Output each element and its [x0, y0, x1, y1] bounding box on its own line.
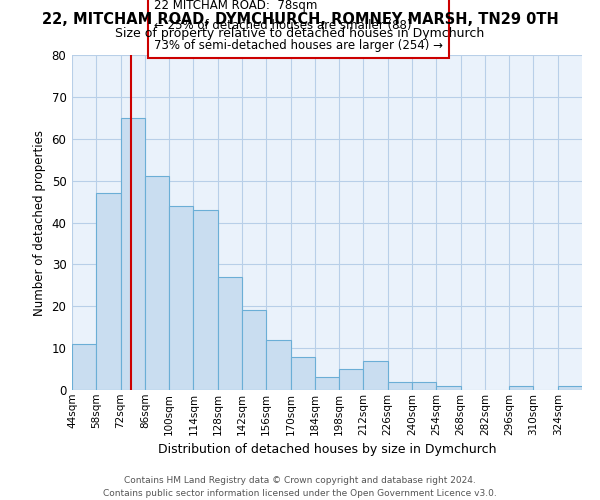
Bar	[339, 369, 364, 390]
Bar	[193, 210, 218, 390]
Bar	[218, 277, 242, 390]
Bar	[266, 340, 290, 390]
Bar	[121, 118, 145, 390]
Text: 22, MITCHAM ROAD, DYMCHURCH, ROMNEY MARSH, TN29 0TH: 22, MITCHAM ROAD, DYMCHURCH, ROMNEY MARS…	[41, 12, 559, 28]
Bar	[412, 382, 436, 390]
Bar	[242, 310, 266, 390]
Bar	[558, 386, 582, 390]
Bar	[388, 382, 412, 390]
Y-axis label: Number of detached properties: Number of detached properties	[33, 130, 46, 316]
Text: Size of property relative to detached houses in Dymchurch: Size of property relative to detached ho…	[115, 28, 485, 40]
Bar	[169, 206, 193, 390]
Bar	[364, 360, 388, 390]
Text: 22 MITCHAM ROAD:  78sqm
← 25% of detached houses are smaller (88)
73% of semi-de: 22 MITCHAM ROAD: 78sqm ← 25% of detached…	[154, 0, 443, 52]
Bar	[315, 378, 339, 390]
X-axis label: Distribution of detached houses by size in Dymchurch: Distribution of detached houses by size …	[158, 443, 496, 456]
Bar	[72, 344, 96, 390]
Bar	[436, 386, 461, 390]
Bar	[145, 176, 169, 390]
Bar	[96, 193, 121, 390]
Bar	[509, 386, 533, 390]
Text: Contains HM Land Registry data © Crown copyright and database right 2024.
Contai: Contains HM Land Registry data © Crown c…	[103, 476, 497, 498]
Bar	[290, 356, 315, 390]
